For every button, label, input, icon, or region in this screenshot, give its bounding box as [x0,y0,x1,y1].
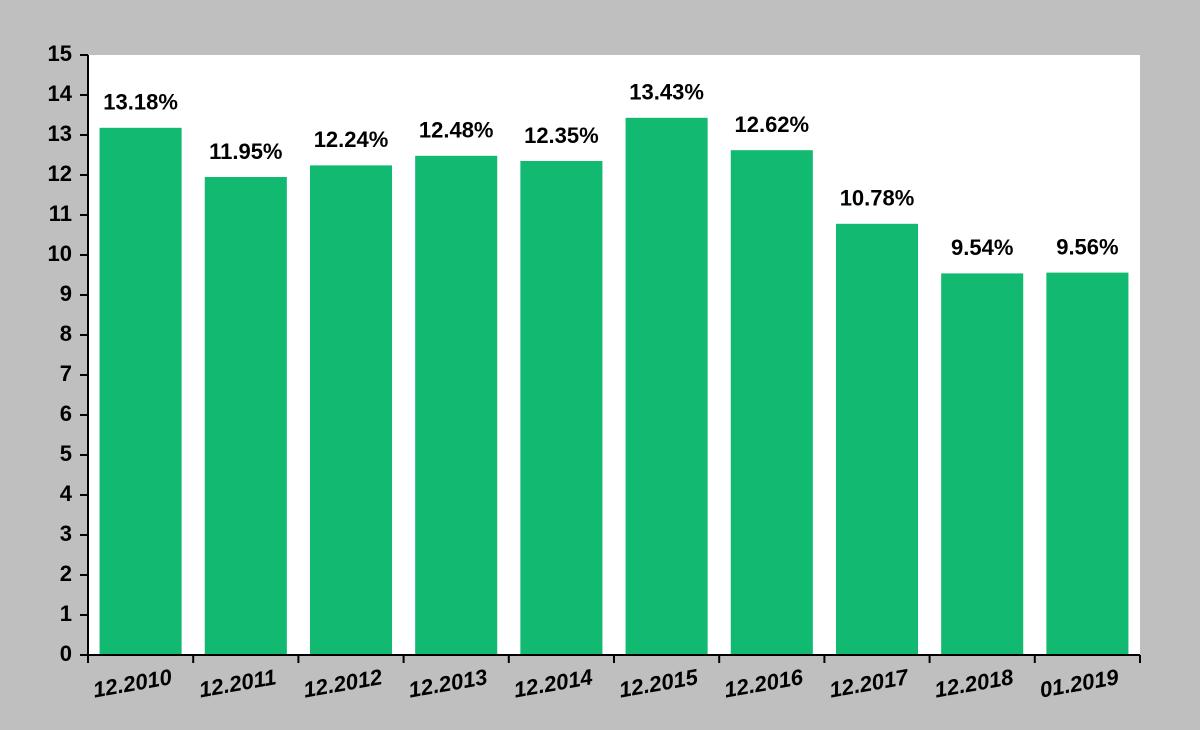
bar [520,161,603,655]
y-tick-label: 7 [60,361,72,386]
value-label: 13.43% [629,80,704,105]
bar [835,223,919,656]
y-tick-label: 12 [48,161,72,186]
bar [941,273,1024,655]
y-tick-label: 5 [60,441,72,466]
value-label: 9.54% [951,235,1013,260]
value-label: 12.62% [734,112,809,137]
y-tick-label: 4 [60,481,73,506]
y-tick-label: 8 [60,321,72,346]
value-label: 12.24% [314,127,389,152]
y-tick-label: 0 [60,641,72,666]
bar [415,155,498,656]
y-tick-label: 1 [60,601,72,626]
value-label: 13.18% [103,90,178,115]
bar [625,117,708,656]
y-tick-label: 9 [60,281,72,306]
y-tick-label: 15 [48,41,72,66]
y-tick-label: 3 [60,521,72,546]
y-tick-label: 6 [60,401,72,426]
bar [204,177,287,655]
bar [730,150,813,655]
value-label: 10.78% [840,186,915,211]
bar [99,127,182,656]
bar [1046,272,1129,655]
bar [309,165,393,655]
value-label: 11.95% [209,139,282,164]
y-tick-label: 2 [60,561,72,586]
y-tick-label: 11 [49,201,72,226]
y-tick-label: 10 [48,241,72,266]
value-label: 12.35% [524,123,599,148]
y-tick-label: 13 [48,121,72,146]
value-label: 9.56% [1056,234,1118,259]
y-tick-label: 14 [48,81,73,106]
value-label: 12.48% [419,118,494,143]
